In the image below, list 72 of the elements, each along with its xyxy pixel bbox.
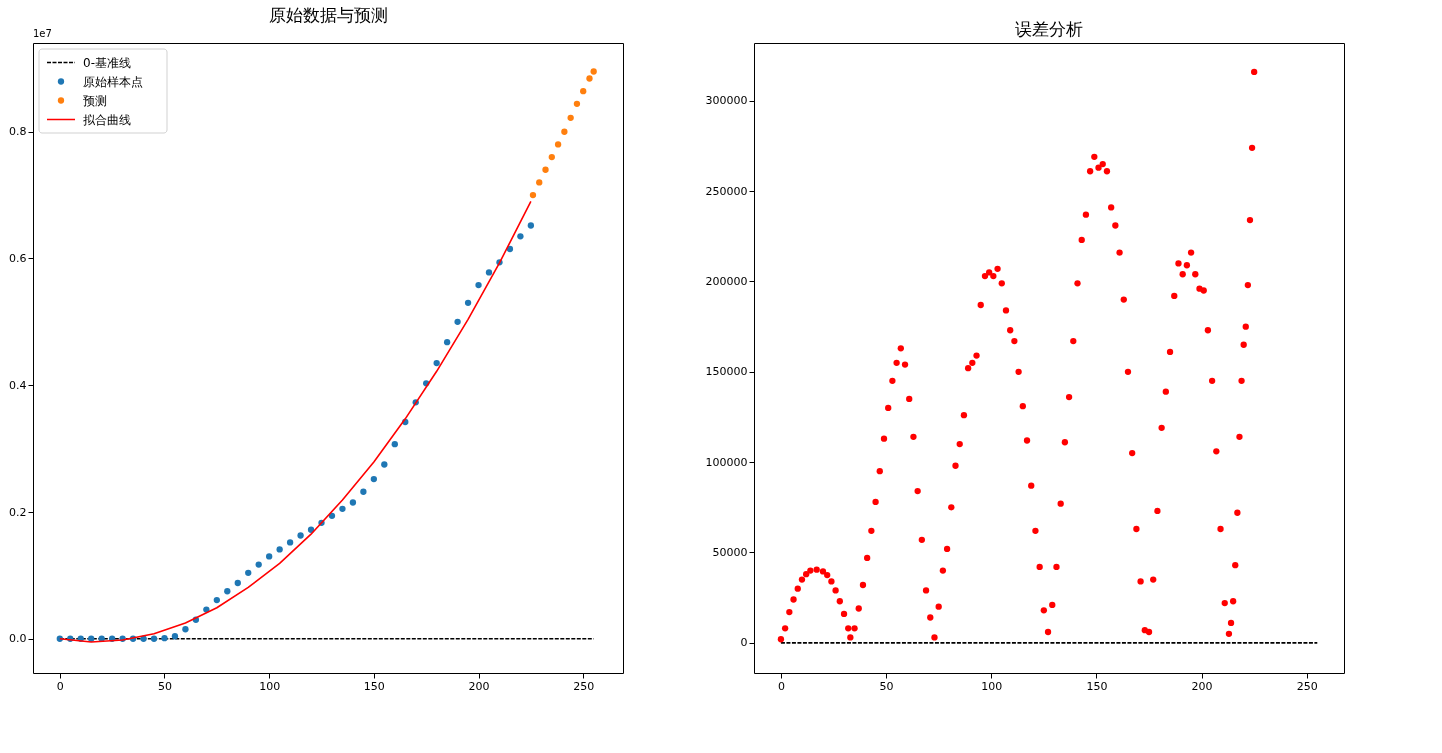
point: [529, 191, 537, 199]
point: [561, 128, 568, 135]
point: [276, 546, 283, 553]
x-tick-label: 250: [1296, 679, 1318, 693]
y-tick-label: 250000: [705, 184, 748, 198]
x-tick-label: 250: [573, 679, 595, 693]
x-tick-label: 200: [468, 679, 490, 693]
point: [475, 281, 482, 289]
point: [88, 635, 95, 642]
point: [573, 100, 581, 107]
y-tick-label: 100000: [705, 455, 748, 469]
point: [161, 634, 168, 642]
y-tick-label: 0: [740, 636, 748, 650]
y-tick-label: 0.0: [9, 632, 27, 646]
x-tick-label: 150: [363, 679, 385, 693]
x-tick-label: 0: [777, 679, 785, 693]
point: [586, 75, 593, 82]
x-tick-label: 200: [1191, 679, 1213, 693]
legend-label: 原始样本点: [83, 74, 143, 89]
point: [433, 359, 440, 367]
point: [213, 596, 220, 604]
text: 1e7: [33, 28, 52, 39]
point: [266, 553, 273, 560]
point: [542, 166, 549, 173]
y-tick-label: 0.2: [9, 505, 27, 519]
point: [234, 579, 241, 587]
y-tick-label: 0.4: [9, 378, 27, 392]
point: [255, 561, 262, 568]
point: [527, 222, 535, 229]
x-tick-label: 150: [1086, 679, 1108, 693]
legend-label: 拟合曲线: [83, 112, 131, 127]
x-tick-label: 50: [879, 679, 894, 693]
x-tick-label: 100: [259, 679, 281, 693]
point: [590, 68, 597, 75]
x-tick-label: 0: [56, 679, 64, 693]
point: [339, 505, 346, 512]
legend-label: 预测: [83, 93, 107, 108]
x-tick-label: 50: [157, 679, 172, 693]
point: [443, 339, 451, 346]
point: [548, 153, 555, 161]
point: [580, 88, 587, 95]
point: [567, 114, 574, 121]
y-tick-label: 200000: [705, 274, 748, 288]
point: [245, 569, 252, 577]
legend-label: 0-基准线: [83, 55, 131, 70]
x-tick-label: 100: [981, 679, 1003, 693]
chart-title: 误差分析: [1015, 19, 1083, 39]
point: [171, 633, 179, 640]
point: [349, 499, 357, 506]
point: [454, 318, 461, 326]
point: [286, 539, 294, 546]
point: [224, 588, 231, 595]
point: [328, 512, 336, 519]
y-tick-label: 50000: [712, 545, 748, 559]
point: [381, 461, 388, 468]
y-tick-label: 0.8: [9, 125, 27, 139]
point: [485, 269, 493, 276]
y-tick-label: 300000: [705, 94, 748, 108]
point: [182, 626, 189, 633]
y-tick-label: 0.6: [9, 251, 27, 265]
point: [150, 635, 158, 642]
point: [297, 532, 304, 539]
point: [391, 441, 398, 448]
point: [370, 475, 378, 483]
point: [554, 141, 562, 148]
point: [536, 179, 543, 186]
point: [506, 245, 514, 253]
point: [360, 488, 367, 495]
point: [464, 299, 472, 307]
chart-title: 原始数据与预测: [268, 5, 388, 25]
y-tick-label: 150000: [705, 365, 748, 379]
point: [517, 233, 524, 240]
